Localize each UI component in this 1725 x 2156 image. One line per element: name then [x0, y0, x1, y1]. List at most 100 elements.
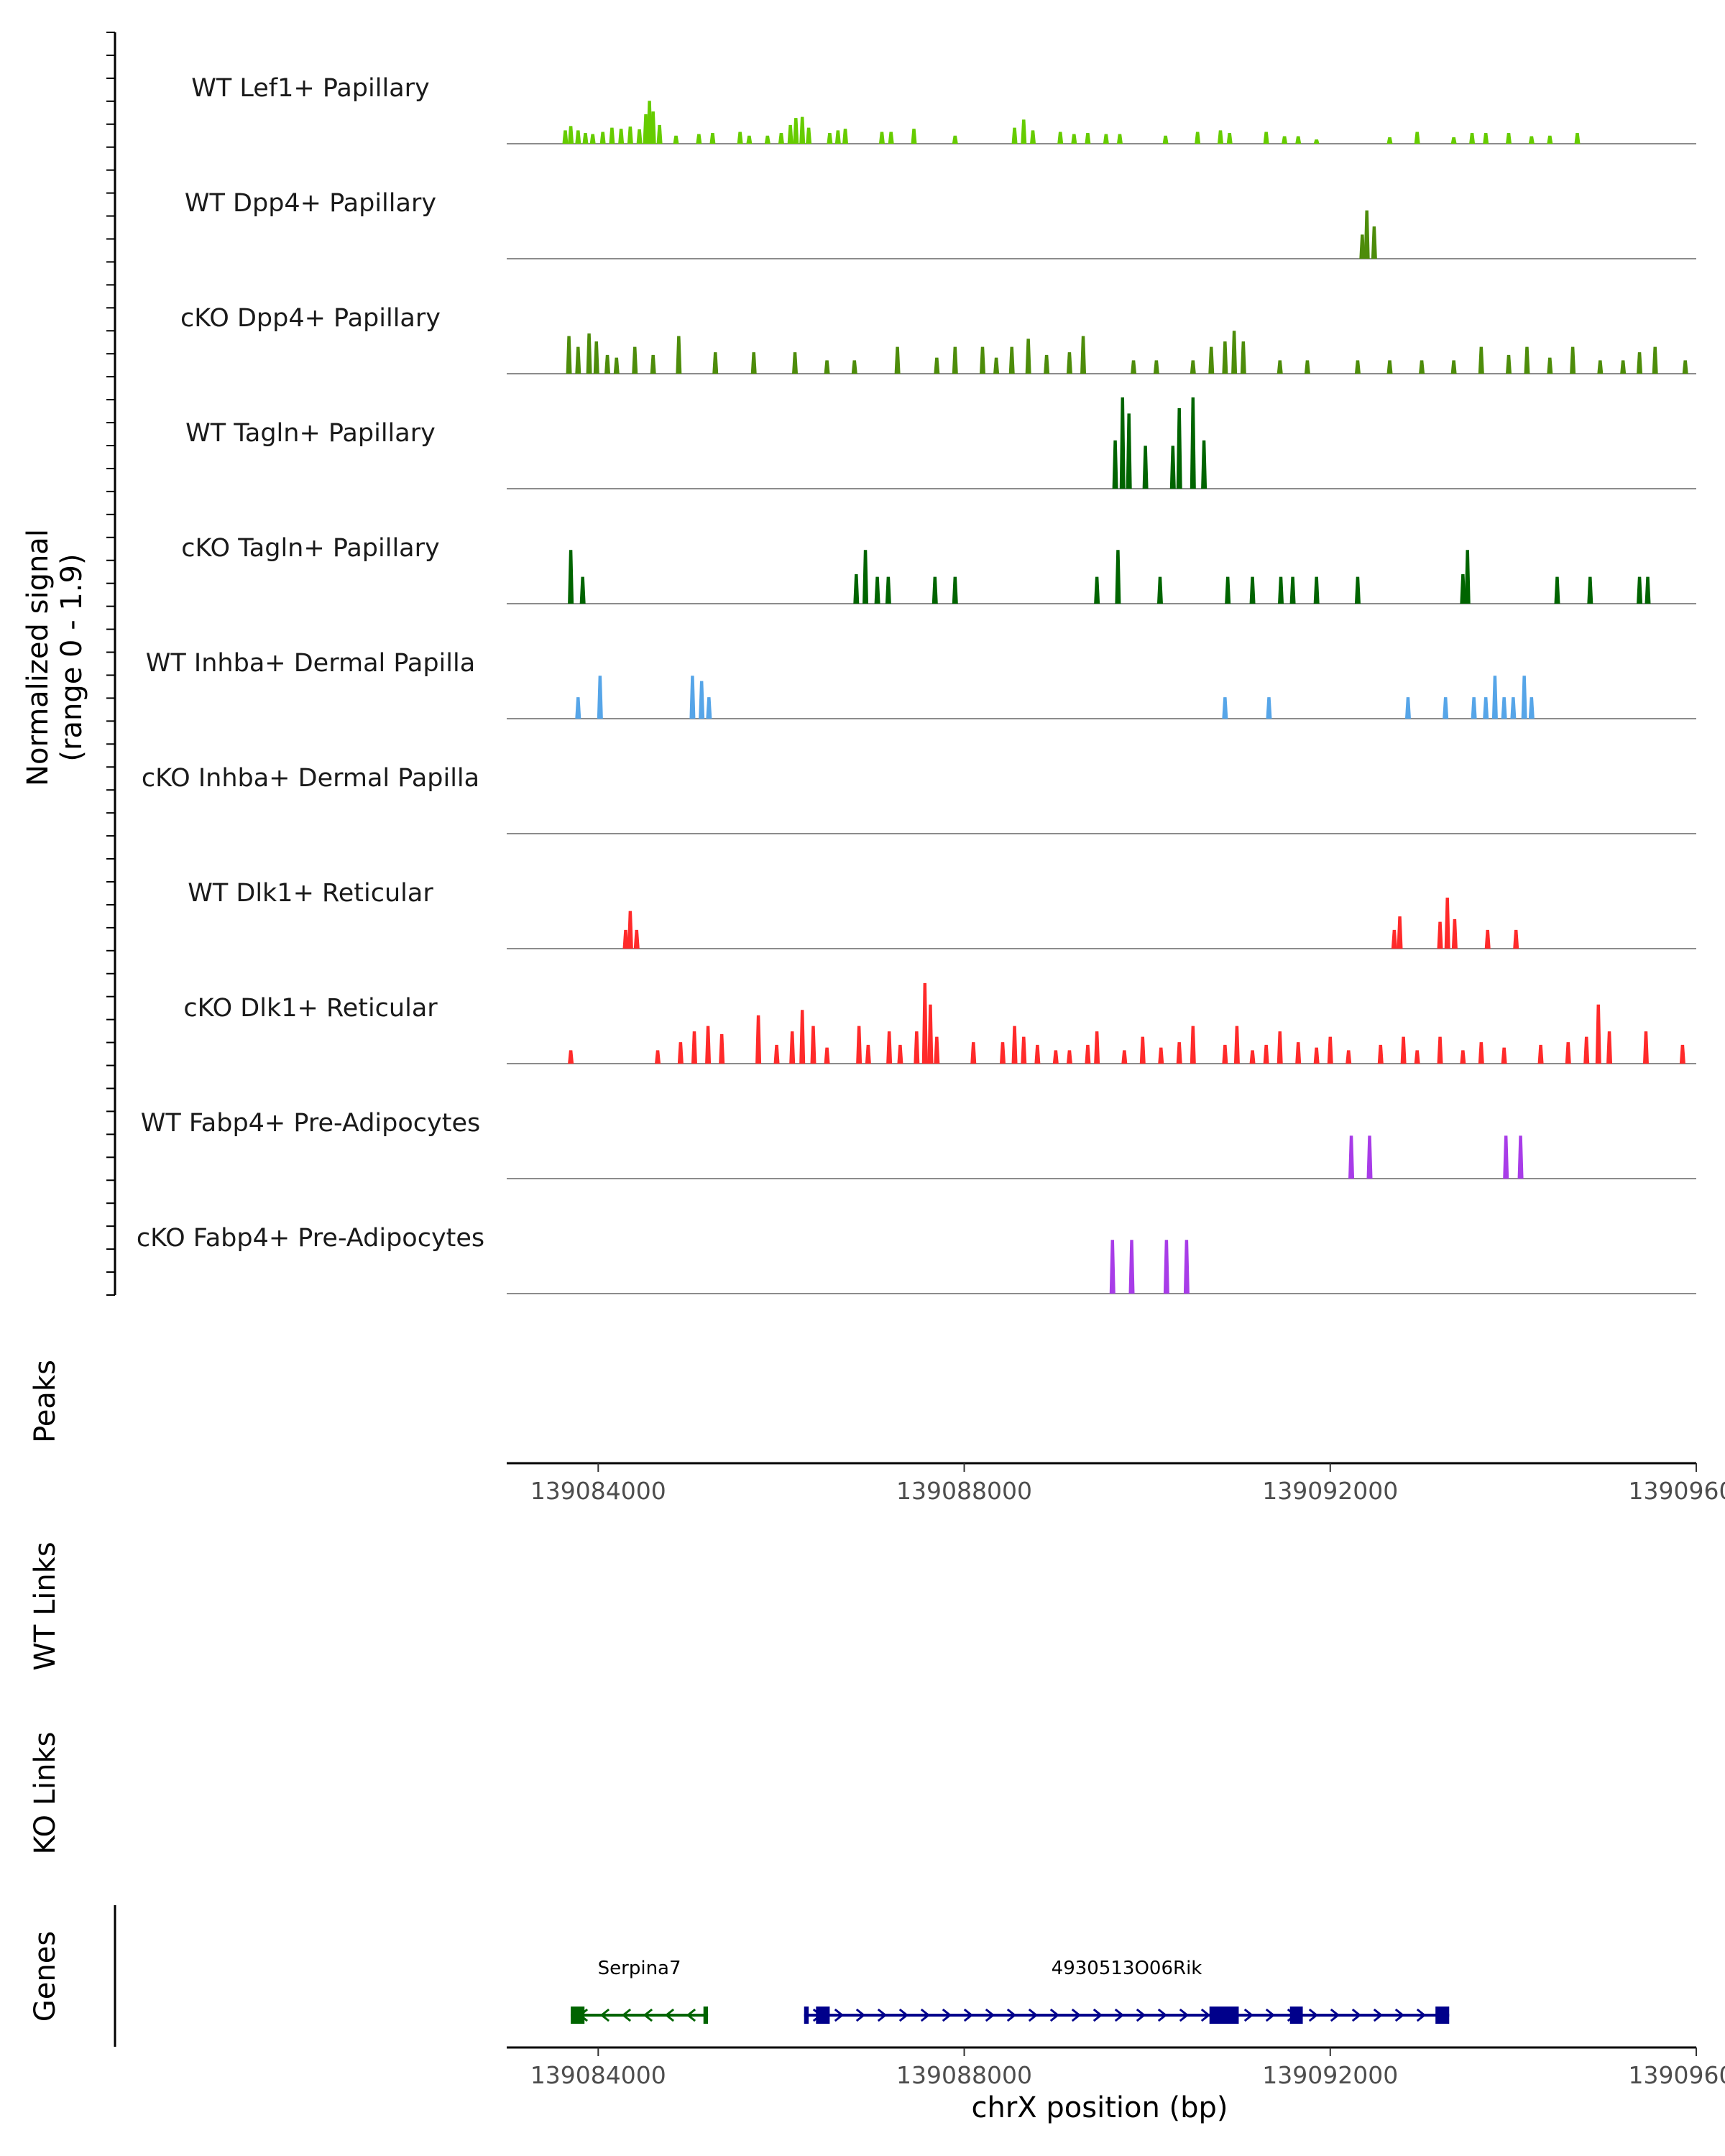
coverage-peak — [1450, 137, 1457, 144]
coverage-peak — [636, 129, 643, 144]
coverage-peak — [911, 129, 917, 144]
coverage-peak — [1080, 336, 1087, 374]
coverage-tracks: WT Lef1+ Papillary WT Dpp4+ Papillary cKO … — [137, 74, 1696, 1294]
track-9: WT Fabp4+ Pre-Adipocytes — [141, 1109, 1696, 1179]
coverage-peak — [568, 550, 574, 604]
coverage-peak — [1225, 576, 1231, 604]
coverage-peak — [1052, 1050, 1059, 1064]
coverage-peak — [1190, 1026, 1196, 1064]
coverage-peak — [851, 360, 857, 374]
coverage-peak — [613, 357, 620, 374]
coverage-peak — [1176, 1042, 1182, 1064]
coverage-peak — [1574, 133, 1581, 144]
strand-arrow — [1394, 2008, 1405, 2022]
coverage-peak — [773, 1044, 780, 1064]
coverage-peak — [934, 357, 940, 374]
coverage-peak — [655, 1050, 661, 1064]
coverage-peak — [582, 133, 589, 144]
coverage-peak — [618, 129, 625, 144]
coverage-peak — [712, 352, 719, 374]
coverage-peak — [778, 133, 784, 144]
coverage-peak — [1094, 1031, 1100, 1064]
coverage-peak — [1595, 1004, 1601, 1064]
gene-exon — [1289, 2007, 1303, 2024]
coverage-peak — [1503, 1135, 1509, 1179]
strand-arrow — [1157, 2008, 1168, 2022]
y-axis — [106, 32, 116, 1296]
coverage-peak — [1233, 1026, 1240, 1064]
coverage-peak — [1679, 1044, 1685, 1064]
x-tick-label: 139084000 — [530, 1477, 666, 1505]
coverage-peak — [894, 346, 901, 374]
coverage-peak — [1637, 576, 1643, 604]
coverage-peak — [792, 352, 799, 374]
coverage-peak — [1008, 346, 1015, 374]
coverage-peak — [579, 576, 586, 604]
coverage-peak — [705, 1026, 712, 1064]
coverage-peak — [1263, 1044, 1269, 1064]
track-4: cKO Tagln+ Papillary — [181, 534, 1696, 604]
coverage-peak — [1443, 697, 1449, 719]
coverage-peak — [1451, 918, 1458, 949]
coverage-peak — [952, 576, 958, 604]
strand-arrow — [686, 2008, 696, 2022]
coverage-peak — [1327, 1036, 1333, 1064]
coverage-peak — [1377, 1044, 1384, 1064]
coverage-peak — [793, 118, 799, 144]
strand-arrow — [1351, 2008, 1362, 2022]
gene-annotations: Serpina7 4930513O06Rik — [571, 1958, 1450, 2024]
coverage-peak — [1021, 1036, 1027, 1064]
coverage-peak — [689, 676, 696, 719]
coverage-peak — [1444, 898, 1450, 949]
coverage-peak — [1682, 360, 1688, 374]
coverage-peak — [1158, 1047, 1164, 1064]
wt-links-panel-label: WT Links — [29, 1542, 62, 1670]
track-2: cKO Dpp4+ Papillary — [180, 304, 1696, 374]
coverage-peak — [1313, 1047, 1320, 1064]
coverage-peak — [1359, 234, 1366, 259]
peaks-panel-label: Peaks — [29, 1360, 62, 1443]
strand-arrow — [920, 2008, 931, 2022]
coverage-peak — [1085, 133, 1091, 144]
coverage-peak — [1565, 1042, 1571, 1064]
track-label: WT Lef1+ Papillary — [191, 74, 430, 103]
strand-arrow — [877, 2008, 888, 2022]
coverage-peak — [1156, 576, 1163, 604]
coverage-peak — [1371, 226, 1377, 259]
coverage-peak — [1521, 676, 1527, 719]
coverage-peak — [1652, 346, 1658, 374]
coverage-peak — [1139, 1036, 1146, 1064]
coverage-peak — [921, 982, 928, 1064]
strand-arrow — [942, 2008, 952, 2022]
coverage-peak — [1597, 360, 1604, 374]
coverage-peak — [696, 134, 702, 144]
coverage-peak — [980, 346, 985, 374]
coverage-peak — [789, 1031, 796, 1064]
strand-arrow — [1179, 2008, 1190, 2022]
coverage-peak — [1491, 676, 1498, 719]
coverage-peak — [719, 1033, 725, 1064]
coverage-peak — [1620, 360, 1627, 374]
track-label: WT Tagln+ Papillary — [185, 419, 436, 448]
coverage-peak — [677, 1042, 684, 1064]
coverage-peak — [1222, 1044, 1228, 1064]
coverage-peak — [1501, 1047, 1507, 1064]
coverage-peak — [1240, 341, 1246, 374]
coverage-peak — [1163, 1240, 1169, 1294]
strand-arrow — [1243, 2008, 1254, 2022]
strand-arrow — [985, 2008, 995, 2022]
gene-exon — [571, 2007, 585, 2024]
gene-0: Serpina7 — [571, 1958, 709, 2024]
coverage-peak — [1354, 360, 1361, 374]
coverage-peak — [1266, 697, 1272, 719]
coverage-peak — [1103, 134, 1109, 144]
coverage-peak — [1128, 1240, 1135, 1294]
coverage-peak — [1295, 136, 1302, 144]
strand-arrow — [664, 2008, 675, 2022]
coverage-peak — [1414, 1050, 1420, 1064]
coverage-peak — [1071, 134, 1077, 144]
coverage-peak — [853, 573, 860, 604]
coverage-peak — [586, 333, 592, 374]
coverage-peak — [799, 116, 806, 144]
gene-label: 4930513O06Rik — [1052, 1958, 1202, 1979]
